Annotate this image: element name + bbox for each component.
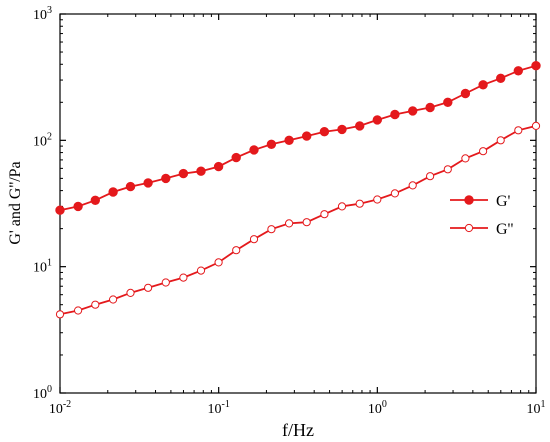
data-point: [249, 145, 259, 155]
data-point: [232, 246, 241, 255]
data-point: [461, 154, 470, 163]
data-point: [408, 181, 417, 190]
series-line: [59, 64, 537, 212]
data-point: [161, 173, 171, 184]
data-point: [460, 88, 471, 99]
data-point: [320, 210, 329, 219]
data-point: [443, 97, 453, 108]
data-point: [249, 235, 259, 244]
x-tick-label: 101: [527, 399, 546, 417]
data-point: [319, 127, 330, 137]
plot-frame: [59, 13, 537, 394]
data-point: [108, 187, 118, 197]
data-point: [55, 310, 65, 319]
x-tick-label: 100: [368, 399, 387, 417]
data-point: [355, 199, 364, 208]
legend-marker: [464, 223, 474, 233]
data-point: [214, 258, 223, 267]
series-layer: [55, 60, 541, 319]
data-point: [267, 225, 276, 234]
data-point: [372, 115, 382, 125]
y-tick-label: 102: [33, 131, 52, 149]
data-point: [337, 124, 347, 135]
data-point: [425, 102, 435, 113]
data-point: [479, 147, 488, 156]
data-point: [284, 135, 294, 146]
data-point: [109, 295, 118, 304]
data-point: [478, 80, 488, 90]
data-point: [408, 106, 418, 116]
legend-label: G': [496, 193, 511, 210]
data-point: [390, 109, 400, 120]
series-g-prime: [55, 60, 541, 215]
data-point: [496, 136, 505, 145]
axis-ticks: 10-2 10-1 100 101 100 101 102 103: [33, 5, 546, 417]
data-point: [196, 166, 206, 176]
data-point: [531, 60, 541, 71]
legend-label: G'': [496, 221, 513, 238]
data-point: [143, 178, 153, 188]
data-point: [496, 73, 506, 84]
y-tick-label: 100: [33, 384, 52, 402]
data-point: [144, 283, 153, 292]
data-point: [125, 181, 136, 192]
data-point: [355, 121, 365, 131]
x-tick-label: 10-2: [49, 399, 71, 417]
x-tick-label: 10-1: [207, 399, 229, 417]
data-point: [531, 121, 541, 131]
data-point: [426, 172, 435, 181]
data-point: [178, 168, 189, 179]
data-point: [373, 195, 382, 204]
data-point: [337, 202, 347, 211]
data-point: [126, 288, 135, 297]
data-point: [90, 195, 101, 206]
data-point: [91, 300, 100, 309]
data-point: [514, 126, 523, 135]
series-g-double-prime: [55, 121, 541, 319]
data-point: [74, 306, 83, 315]
x-axis-label: f/Hz: [282, 420, 314, 440]
data-point: [266, 139, 277, 150]
data-point: [302, 218, 311, 227]
data-point: [390, 189, 399, 198]
data-point: [213, 161, 224, 172]
data-point: [179, 273, 188, 282]
y-tick-label: 101: [33, 258, 52, 276]
data-point: [231, 152, 241, 163]
data-point: [285, 219, 294, 228]
data-point: [73, 201, 83, 212]
data-point: [513, 66, 523, 76]
legend-marker: [464, 195, 474, 205]
series-line: [59, 125, 537, 316]
data-point: [302, 131, 312, 141]
y-axis-label: G' and G''/Pa: [7, 161, 24, 244]
data-point: [443, 165, 452, 174]
legend: G' G'': [450, 193, 513, 238]
data-point: [161, 278, 170, 287]
data-point: [196, 266, 206, 275]
y-tick-label: 103: [33, 5, 52, 23]
data-point: [55, 205, 65, 215]
